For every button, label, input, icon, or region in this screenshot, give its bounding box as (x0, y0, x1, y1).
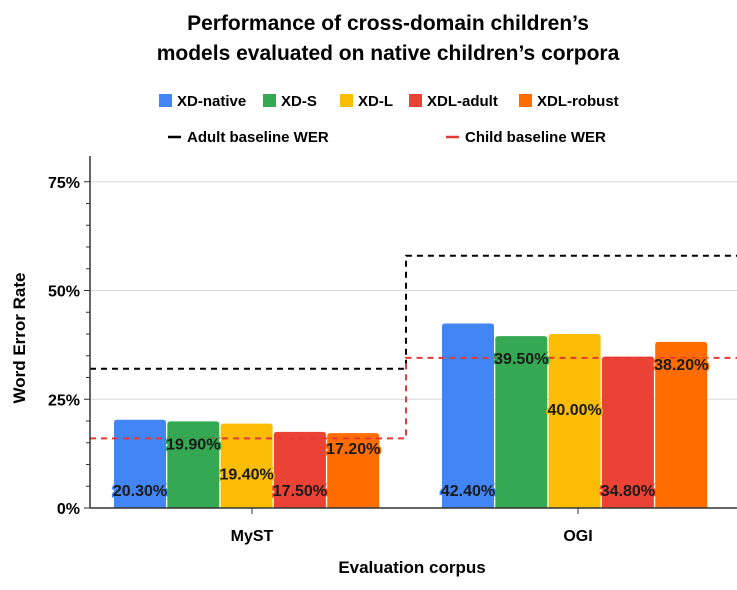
y-tick-label: 50% (48, 284, 80, 301)
legend-label-xd-l: XD-L (358, 93, 393, 110)
baseline-lines (90, 254, 737, 440)
x-tick-label-myst: MyST (231, 528, 274, 545)
data-label-xd-l-myst: 19.40% (219, 467, 273, 484)
x-axis-title: Evaluation corpus (338, 558, 485, 577)
y-tick-label: 0% (57, 501, 80, 518)
legend-label-xd-native: XD-native (177, 93, 246, 110)
chart-title-line-2: models evaluated on native children’s co… (157, 42, 620, 65)
data-label-xd-s-myst: 19.90% (166, 436, 220, 453)
bar-xd-native-ogi (442, 323, 494, 508)
bar-xd-l-ogi (548, 334, 601, 508)
data-label-xdl-adult-myst: 17.50% (273, 483, 327, 500)
y-axis-title: Word Error Rate (10, 273, 29, 404)
data-label-xd-native-myst: 20.30% (113, 483, 167, 500)
data-labels: 20.30% 19.90% 19.40%17.50% 17.20% 42.40% 39.5… (111, 350, 709, 502)
data-label-xdl-adult-ogi: 34.80% (601, 483, 655, 500)
bar-xdl-adult-ogi (601, 356, 654, 508)
data-label-xd-l-ogi: 40.00% (547, 402, 601, 419)
legend-label-xd-s: XD-S (281, 93, 317, 110)
bar-xd-s-myst (167, 421, 220, 508)
legend-label-xdl-robust: XDL-robust (537, 93, 619, 110)
x-tick-label-ogi: OGI (563, 528, 592, 545)
legend-swatch-xd-l (340, 94, 353, 107)
data-label-xd-s-ogi: 39.50% (494, 351, 548, 368)
legend-swatch-xdl-adult (409, 94, 422, 107)
chart-title-line-1: Performance of cross-domain children’s (187, 12, 589, 35)
data-label-xdl-robust-ogi: 38.20% (654, 357, 708, 374)
legend-label-xdl-adult: XDL-adult (427, 93, 498, 110)
bar-xd-s-ogi (495, 336, 548, 508)
bars (114, 323, 708, 508)
bar-xd-native-myst (114, 419, 166, 508)
bar-xdl-robust-myst (327, 433, 380, 508)
data-label-xd-native-ogi: 42.40% (441, 483, 495, 500)
bar-xdl-adult-myst (273, 431, 326, 508)
bar-xd-l-myst (220, 423, 273, 508)
legend-label-adult-baseline-wer: Adult baseline WER (187, 129, 329, 146)
y-tick-label: 75% (48, 175, 80, 192)
bar-xdl-robust-ogi (655, 341, 708, 508)
legend: XD-native XD-S XD-L XDL-adult XDL-robust Adul… (159, 93, 619, 146)
legend-swatch-xd-native (159, 94, 172, 107)
legend-swatch-xdl-robust (519, 94, 532, 107)
baseline-child-baseline-wer (90, 356, 737, 440)
axes: 0% 25% 50% 75% MyST OGI (48, 156, 737, 545)
y-tick-label: 25% (48, 392, 80, 409)
legend-swatch-xd-s (263, 94, 276, 107)
data-label-xdl-robust-myst: 17.20% (326, 441, 380, 458)
baseline-adult-baseline-wer (90, 254, 737, 370)
legend-label-child-baseline-wer: Child baseline WER (465, 129, 606, 146)
